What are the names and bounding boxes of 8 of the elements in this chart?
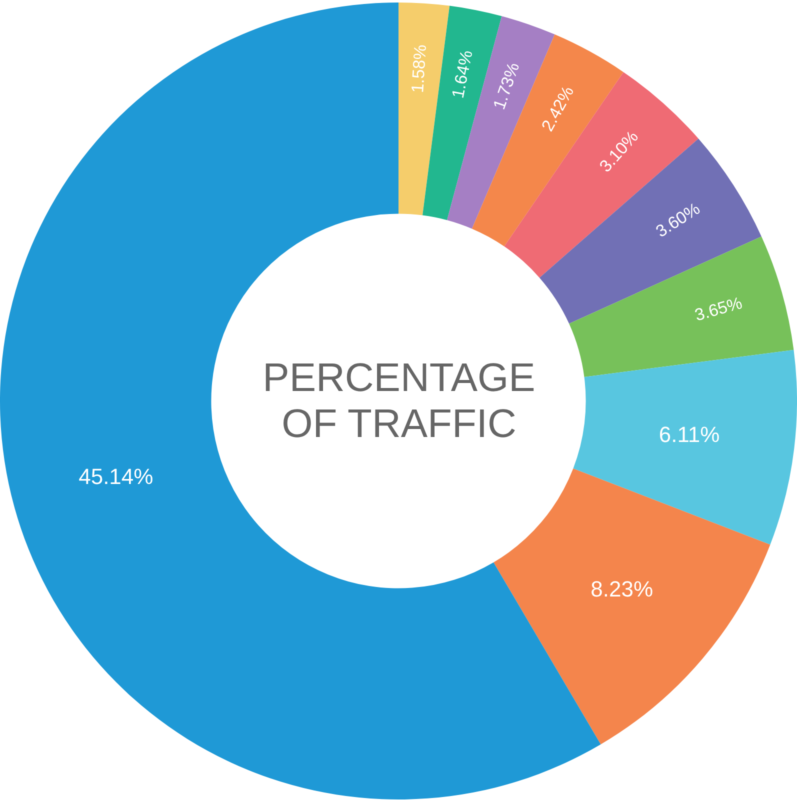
text: PERCENTAGE OF TRAFFIC	[262, 355, 536, 447]
data-label: 1.73%	[490, 60, 524, 112]
data-label: 1.58%	[408, 44, 430, 94]
data-label: 1.64%	[448, 48, 476, 100]
data-label: 6.11%	[658, 422, 720, 448]
data-label: 3.65%	[692, 293, 744, 325]
data-label: 8.23%	[590, 576, 654, 602]
data-label: 45.14%	[78, 464, 154, 490]
